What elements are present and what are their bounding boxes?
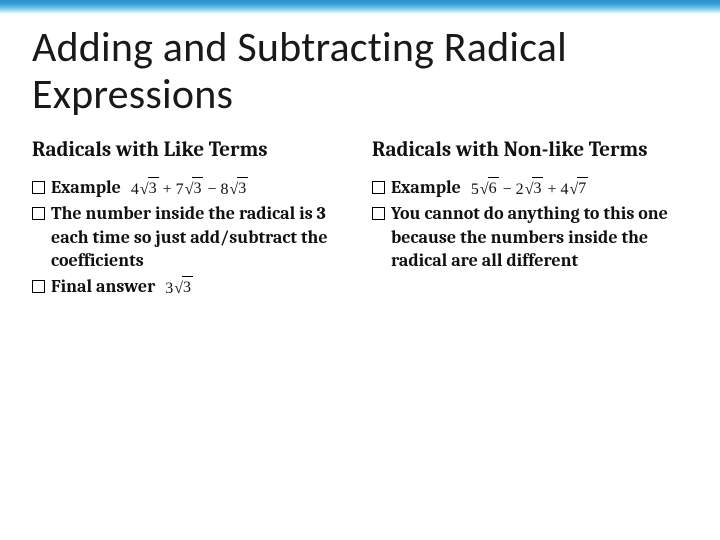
bullet-label: Final answer: [51, 276, 155, 297]
left-bullet-list: Example 43 + 73 − 83 The number inside t…: [32, 176, 348, 299]
bullet-label: Example: [51, 177, 121, 198]
right-heading: Radicals with Non-like Terms: [372, 138, 688, 162]
two-column-layout: Radicals with Like Terms Example 43 + 73…: [32, 138, 688, 301]
bullet-text: Final answer 33: [51, 275, 348, 299]
bullet-label: Example: [391, 177, 461, 198]
list-item: Example 56 − 23 + 47: [372, 176, 688, 200]
math-expression: 43 + 73 − 83: [131, 181, 248, 198]
list-item: You cannot do anything to this one becau…: [372, 202, 688, 273]
right-bullet-list: Example 56 − 23 + 47 You cannot do anyth…: [372, 176, 688, 273]
bullet-box-icon: [32, 207, 45, 220]
right-column: Radicals with Non-like Terms Example 56 …: [372, 138, 688, 301]
slide-title: Adding and Subtracting Radical Expressio…: [32, 24, 688, 118]
math-expression: 56 − 23 + 47: [471, 181, 588, 198]
left-column: Radicals with Like Terms Example 43 + 73…: [32, 138, 348, 301]
bullet-text: You cannot do anything to this one becau…: [391, 202, 688, 273]
bullet-text: Example 56 − 23 + 47: [391, 176, 688, 200]
list-item: Example 43 + 73 − 83: [32, 176, 348, 200]
bullet-text: The number inside the radical is 3 each …: [51, 202, 348, 273]
list-item: The number inside the radical is 3 each …: [32, 202, 348, 273]
math-expression: 33: [165, 280, 193, 297]
list-item: Final answer 33: [32, 275, 348, 299]
left-heading: Radicals with Like Terms: [32, 138, 348, 162]
bullet-box-icon: [32, 280, 45, 293]
bullet-box-icon: [372, 207, 385, 220]
top-gradient-border: [0, 0, 720, 14]
bullet-box-icon: [372, 181, 385, 194]
slide-content: Adding and Subtracting Radical Expressio…: [0, 0, 720, 321]
bullet-box-icon: [32, 181, 45, 194]
bullet-text: Example 43 + 73 − 83: [51, 176, 348, 200]
